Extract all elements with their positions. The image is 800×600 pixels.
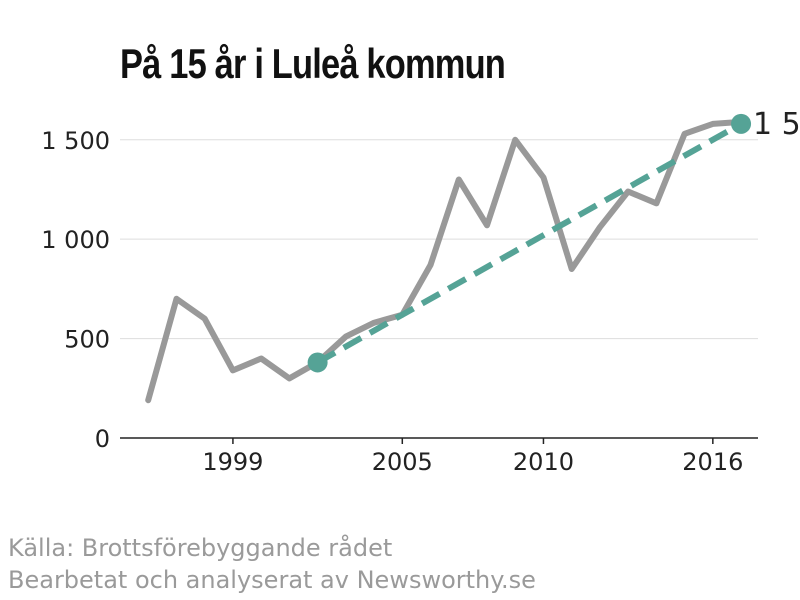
credit-text: Bearbetat och analyserat av Newsworthy.s…	[8, 566, 536, 594]
x-tick-label: 1999	[202, 448, 263, 476]
series-layer	[145, 118, 745, 404]
y-tick-label: 500	[64, 326, 110, 354]
x-tick-label: 2010	[513, 448, 574, 476]
chart-title: På 15 år i Luleå kommun	[120, 40, 506, 87]
x-tick-label: 2016	[682, 448, 743, 476]
source-text: Källa: Brottsförebyggande rådet	[8, 534, 393, 562]
trend-start-point	[307, 352, 328, 373]
y-tick-label: 1 500	[41, 127, 110, 155]
x-axis-ticks: 1999 2005 2010 2016	[120, 437, 758, 476]
y-tick-label: 0	[95, 425, 110, 453]
y-tick-label: 1 000	[41, 226, 110, 254]
series-line	[145, 118, 745, 404]
trend-end-label: 1 58	[753, 107, 800, 142]
trend-line	[316, 121, 743, 366]
trend-end-point	[731, 113, 752, 134]
trend-layer: 1 58	[307, 107, 800, 373]
y-axis-ticks: 0 500 1 000 1 500	[41, 127, 110, 453]
x-tick-label: 2005	[372, 448, 433, 476]
